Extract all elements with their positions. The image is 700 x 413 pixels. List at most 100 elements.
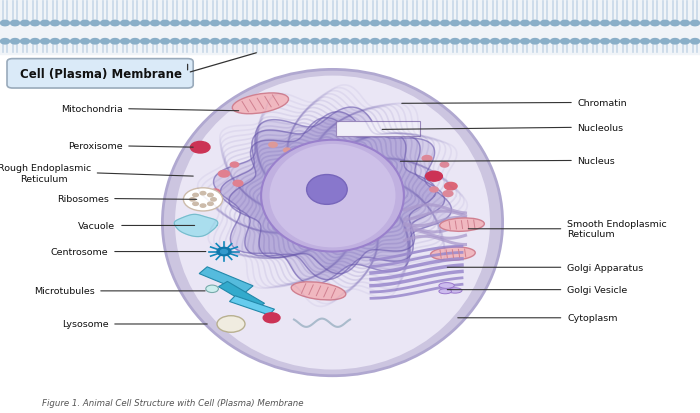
Circle shape [150,40,160,45]
Text: Nucleus: Nucleus [578,157,615,166]
Circle shape [580,21,589,26]
Circle shape [300,21,309,26]
Circle shape [217,248,231,256]
Text: Microtubules: Microtubules [34,287,94,296]
Circle shape [640,40,650,45]
Circle shape [680,21,690,26]
Ellipse shape [291,282,346,300]
Circle shape [410,40,419,45]
Circle shape [270,21,279,26]
Circle shape [351,40,360,45]
Polygon shape [229,118,436,274]
Circle shape [240,21,249,26]
Circle shape [10,21,20,26]
Circle shape [200,40,209,45]
Circle shape [284,149,290,153]
Circle shape [220,250,228,254]
Circle shape [183,188,223,211]
Circle shape [340,40,349,45]
Text: Chromatin: Chromatin [578,99,627,108]
Circle shape [500,40,510,45]
Circle shape [80,21,90,26]
Circle shape [90,40,99,45]
Circle shape [381,40,390,45]
Circle shape [10,40,20,45]
Circle shape [290,21,300,26]
Circle shape [171,40,179,45]
Circle shape [620,21,629,26]
Polygon shape [336,121,420,137]
Circle shape [610,40,620,45]
Polygon shape [199,267,253,293]
Circle shape [260,21,270,26]
Circle shape [31,21,39,26]
Circle shape [461,21,470,26]
Text: Ribosomes: Ribosomes [57,195,108,204]
Ellipse shape [439,289,452,294]
Text: Cytoplasm: Cytoplasm [567,313,617,323]
Ellipse shape [175,76,490,370]
Circle shape [130,21,139,26]
Text: Figure 1. Animal Cell Structure with Cell (Plasma) Membrane: Figure 1. Animal Cell Structure with Cel… [42,398,304,407]
Circle shape [410,21,419,26]
Circle shape [470,21,480,26]
Circle shape [251,40,260,45]
Circle shape [620,40,629,45]
Ellipse shape [430,247,475,261]
Circle shape [360,21,370,26]
Text: Smooth Endoplasmic
Reticulum: Smooth Endoplasmic Reticulum [567,220,666,239]
Circle shape [631,40,640,45]
Circle shape [60,21,69,26]
Circle shape [160,40,169,45]
Circle shape [391,21,400,26]
Circle shape [580,40,589,45]
Ellipse shape [448,288,462,293]
Circle shape [510,21,519,26]
Circle shape [211,190,220,195]
Circle shape [443,191,453,197]
Circle shape [190,40,199,45]
Text: Cell (Plasma) Membrane: Cell (Plasma) Membrane [20,68,181,81]
Circle shape [230,21,239,26]
Text: Golgi Apparatus: Golgi Apparatus [567,263,643,272]
Circle shape [130,40,139,45]
Circle shape [233,181,243,187]
Circle shape [230,163,239,168]
Ellipse shape [261,140,404,252]
Circle shape [311,21,319,26]
Circle shape [680,40,690,45]
Circle shape [690,40,699,45]
Circle shape [208,194,213,197]
Circle shape [351,21,360,26]
Circle shape [31,40,39,45]
Circle shape [311,40,319,45]
Circle shape [422,156,432,162]
Circle shape [101,40,110,45]
Text: Centrosome: Centrosome [51,247,108,256]
Circle shape [193,203,198,206]
Circle shape [421,21,430,26]
Circle shape [540,21,550,26]
Circle shape [451,21,459,26]
Circle shape [240,40,249,45]
Circle shape [206,285,218,293]
Circle shape [330,40,340,45]
Circle shape [430,188,438,192]
Text: Mitochondria: Mitochondria [61,105,122,114]
Circle shape [20,40,29,45]
Circle shape [601,40,610,45]
Circle shape [480,21,489,26]
Text: Vacuole: Vacuole [78,221,116,230]
Circle shape [391,40,400,45]
Circle shape [251,21,260,26]
Circle shape [141,21,150,26]
Circle shape [150,21,160,26]
Circle shape [550,21,559,26]
Circle shape [101,21,110,26]
Circle shape [181,21,190,26]
Polygon shape [230,296,274,315]
Circle shape [451,40,459,45]
Circle shape [360,40,370,45]
Circle shape [1,40,10,45]
Polygon shape [218,282,265,309]
